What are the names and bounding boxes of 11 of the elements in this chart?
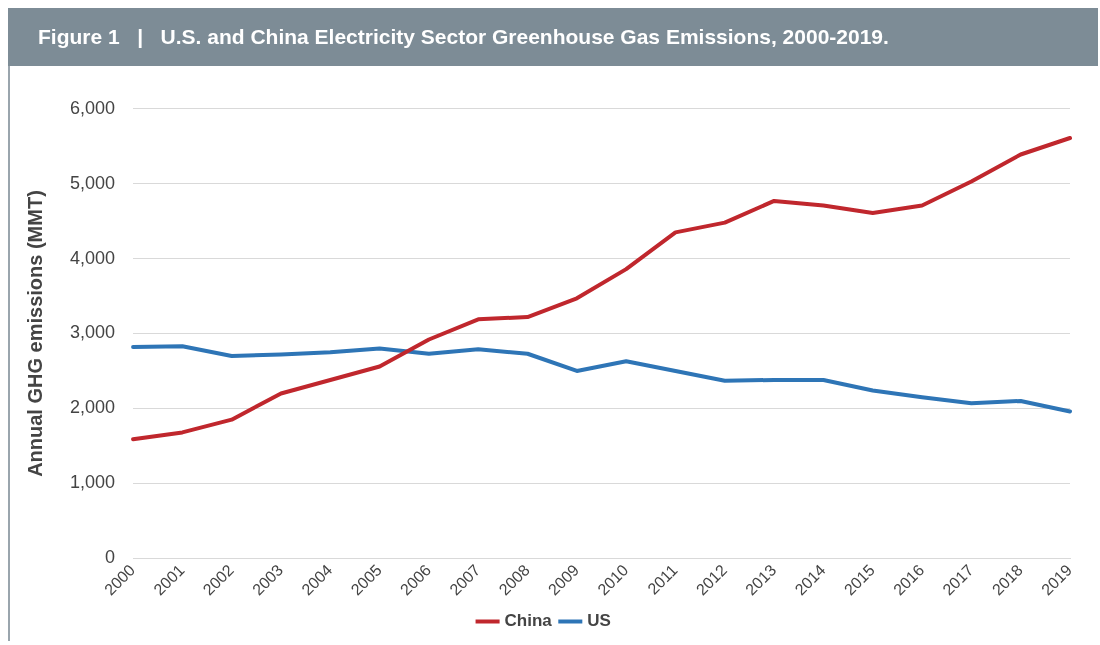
y-tick-label: 0	[105, 547, 116, 568]
y-tick-label: 2,000	[70, 397, 116, 418]
y-axis-title: Annual GHG emissions (MMT)	[23, 190, 46, 477]
y-tick-label: 1,000	[70, 472, 116, 493]
y-tick-label: 6,000	[70, 97, 116, 118]
y-tick-label: 5,000	[70, 172, 116, 193]
chart-title: Figure 1 | U.S. and China Electricity Sector Greenhouse Gas Emissions, 2000-2019.	[8, 8, 1098, 66]
legend-label: US	[587, 611, 611, 631]
y-tick-label: 4,000	[70, 247, 116, 268]
y-tick-label: 3,000	[70, 322, 116, 343]
legend-label: China	[504, 611, 553, 631]
